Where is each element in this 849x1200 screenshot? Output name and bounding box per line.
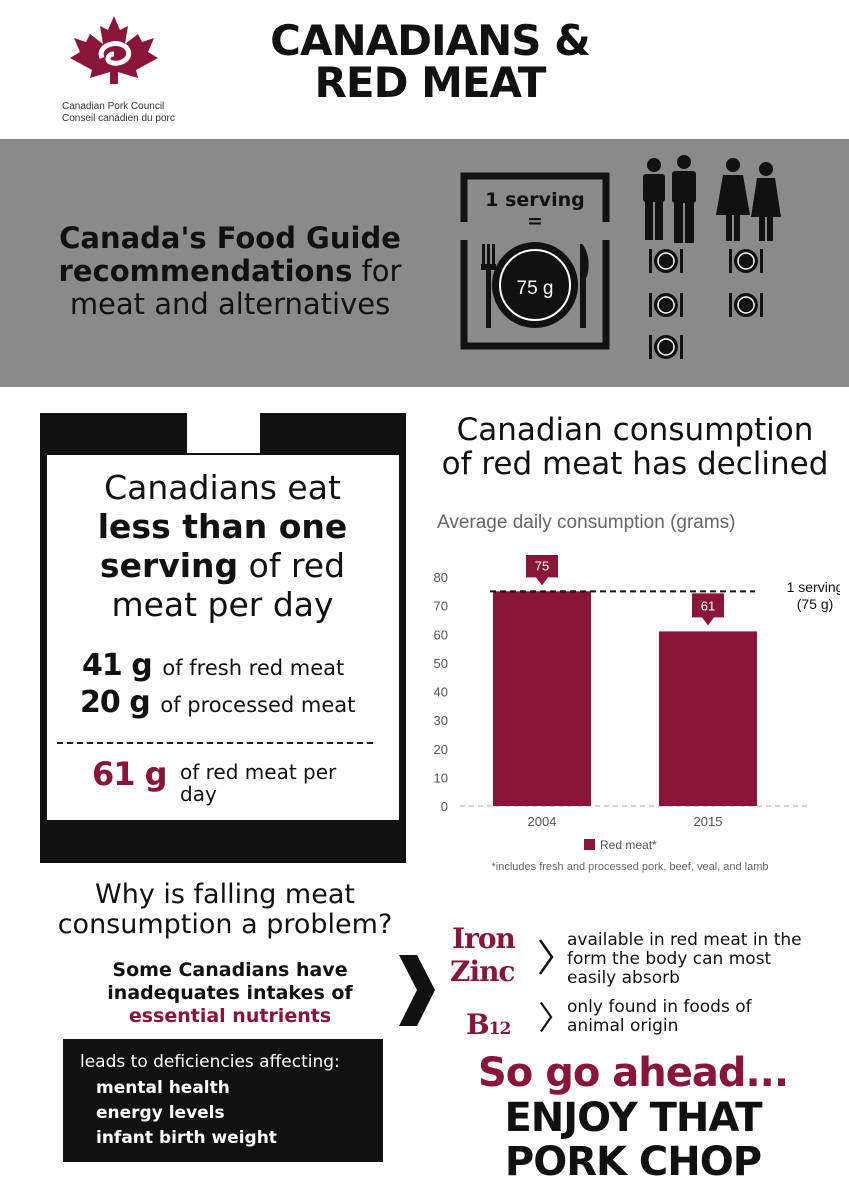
closing-line-3: PORK CHOP — [504, 1139, 762, 1185]
problem-heading-line-1: Why is falling meat — [95, 879, 355, 910]
b12-text: only found in foods of animal origin — [567, 997, 752, 1036]
problem-text: Some Canadians have inadequates intakes … — [70, 959, 390, 1028]
y-tick-label: 10 — [434, 770, 448, 785]
b12-letter: B — [466, 1008, 490, 1041]
problem-text-line-2: inadequates intakes of — [107, 982, 353, 1004]
chevron-right-icon — [538, 939, 554, 975]
zinc-label: Zinc — [450, 955, 515, 988]
legend-swatch — [584, 839, 595, 850]
plate-icon — [649, 335, 683, 359]
serving-grams: 75 g — [516, 278, 554, 299]
card-heading-line-4: meat per day — [111, 585, 334, 624]
x-tick-label: 2004 — [528, 814, 557, 829]
total-amount: 61 g — [92, 755, 168, 793]
bar-2015 — [659, 631, 757, 806]
chart-heading-line-2: of red meat has declined — [441, 446, 829, 482]
y-tick-label: 80 — [434, 570, 448, 585]
guide-line-2-rest: for — [352, 254, 402, 288]
processed-amount: 20 g — [80, 685, 151, 720]
y-tick-label: 30 — [434, 713, 448, 728]
deficiency-item: energy levels — [96, 1103, 225, 1123]
chart-footnote: *includes fresh and processed pork, beef… — [492, 861, 769, 873]
processed-label: of processed meat — [160, 693, 356, 717]
org-name-french: Conseil canadien du porc — [62, 113, 175, 124]
consumption-bar-chart: 0 10 20 30 40 50 60 70 80 2004 75 2015 61 1 serving(7… — [434, 555, 840, 873]
plate-icon — [729, 249, 763, 273]
closing-line-2: ENJOY THAT — [504, 1095, 762, 1141]
title-line-2: RED MEAT — [314, 58, 547, 107]
x-tick-label: 2015 — [694, 814, 723, 829]
fresh-label: of fresh red meat — [162, 656, 345, 680]
y-tick-label: 60 — [434, 627, 448, 642]
food-guide-band — [0, 139, 849, 387]
problem-text-line-1: Some Canadians have — [112, 959, 348, 981]
y-tick-label: 70 — [434, 599, 448, 614]
y-tick-label: 20 — [434, 742, 448, 757]
card-inner — [47, 455, 399, 820]
deficiency-item: infant birth weight — [96, 1128, 277, 1148]
serving-plate-icon — [460, 172, 610, 350]
divider — [57, 742, 373, 744]
chevron-right-icon — [540, 1001, 553, 1033]
closing-headline: ENJOY THAT PORK CHOP — [478, 1096, 788, 1184]
reference-label: 1 serving — [787, 579, 840, 595]
problem-heading-line-2: consumption a problem? — [57, 909, 393, 940]
iron-label: Iron — [452, 922, 516, 955]
card-heading-bold: less than one — [97, 507, 348, 546]
data-label-callout — [692, 593, 724, 626]
y-tick-label: 40 — [434, 685, 448, 700]
chevron-right-icon — [399, 955, 435, 1026]
reference-label: (75 g) — [797, 596, 834, 612]
card-heading-bold-2: serving — [99, 546, 239, 585]
b12-label: B12 — [466, 1008, 512, 1041]
chart-subtitle: Average daily consumption (grams) — [437, 512, 736, 533]
chart-heading-line-1: Canadian consumption — [456, 412, 814, 448]
data-label-callout — [526, 555, 558, 586]
card-heading: Canadians eat less than one serving of r… — [60, 468, 385, 624]
deficiency-box — [63, 1039, 383, 1162]
fresh-row: 41 g of fresh red meat — [82, 648, 344, 683]
guide-line-3: meat and alternatives — [69, 287, 391, 321]
serving-label: 1 serving — [485, 189, 585, 211]
card-heading-rest: of red — [238, 546, 346, 585]
card-heading-line-1: Canadians eat — [104, 468, 341, 507]
serving-equals: = — [527, 210, 543, 232]
guide-line-2-bold: recommendations — [58, 254, 353, 288]
total-label: of red meat per day — [180, 760, 337, 806]
deficiency-item: mental health — [96, 1078, 230, 1098]
bar-2004 — [493, 591, 591, 806]
guide-line-1: Canada's Food Guide — [59, 221, 401, 255]
processed-row: 20 g of processed meat — [80, 685, 355, 720]
iron-zinc-text: available in red meat in the form the bo… — [567, 930, 802, 988]
plate-icon — [649, 293, 683, 317]
org-name-english: Canadian Pork Council — [62, 101, 165, 112]
plate-icon — [729, 293, 763, 317]
card-notch — [187, 413, 260, 453]
fresh-amount: 41 g — [82, 648, 153, 683]
chart-heading: Canadian consumption of red meat has dec… — [430, 413, 840, 481]
plate-icon — [649, 249, 683, 273]
legend-label: Red meat* — [600, 838, 657, 852]
family-icon — [643, 155, 781, 243]
title-line-1: CANADIANS & — [270, 16, 591, 65]
food-guide-text: Canada's Food Guide recommendations for … — [40, 222, 420, 321]
problem-heading: Why is falling meat consumption a proble… — [30, 880, 420, 940]
b12-subscript: 12 — [488, 1019, 512, 1039]
y-tick-label: 0 — [441, 799, 448, 814]
y-tick-label: 50 — [434, 656, 448, 671]
data-label: 61 — [701, 598, 715, 613]
maple-leaf-logo-icon — [70, 16, 158, 84]
page-title: CANADIANS & RED MEAT — [230, 20, 630, 104]
plate-grid — [648, 246, 778, 366]
data-label: 75 — [535, 558, 549, 573]
closing-line-1: So go ahead... — [478, 1050, 789, 1096]
problem-highlight: essential nutrients — [128, 1005, 332, 1027]
deficiency-label: leads to deficiencies affecting: — [80, 1052, 340, 1072]
